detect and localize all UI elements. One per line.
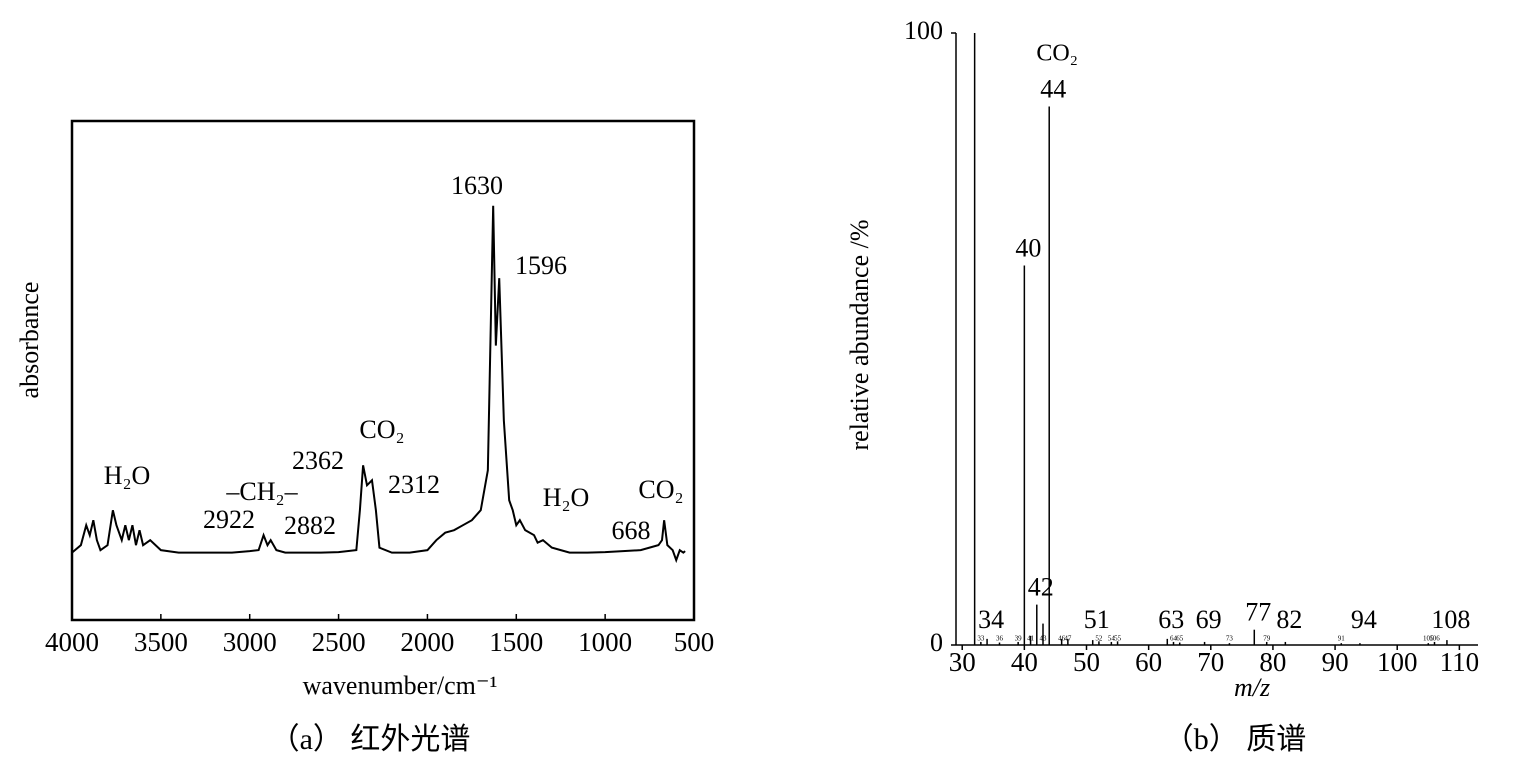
peak-annotation: H₂O [104,461,151,490]
minor-peak-label: 91 [1338,635,1346,643]
x-tick-label: 90 [1322,647,1349,677]
spectrum-line [71,205,686,564]
caption: （a） 红外光谱 [270,723,471,756]
peak-label: 82 [1276,605,1302,634]
y-tick-label: 100 [904,16,943,45]
x-tick-label: 40 [1011,647,1038,677]
x-tick-label: 80 [1259,647,1286,677]
minor-peak-label: 105 [1423,635,1434,643]
peak-label: 63 [1158,605,1184,634]
peak-annotation: 1630 [451,171,503,200]
peak-label: 69 [1196,605,1222,634]
peak-annotation: 2882 [284,511,336,540]
minor-peak-label: 106 [1429,635,1440,643]
y-tick-label: 0 [930,628,943,657]
plot-frame [70,119,696,622]
x-axis-label: m/z [1234,673,1270,702]
peak-label: 34 [978,605,1004,634]
minor-peak-label: 54 [1108,635,1116,643]
minor-peak-label: 33 [977,635,985,643]
x-tick-label: 2500 [312,627,366,657]
peak-annotation: 2312 [388,470,440,499]
minor-peak-label: 79 [1263,635,1271,643]
peak-label: 51 [1084,605,1110,634]
x-tick-label: 1500 [489,627,543,657]
minor-peak-label: 55 [1114,635,1122,643]
minor-peak-label: 65 [1176,635,1184,643]
x-tick-label: 3000 [223,627,277,657]
minor-peak-label: 43 [1040,635,1048,643]
x-tick-label: 60 [1135,647,1162,677]
co2-annotation: CO₂ [1036,41,1078,67]
y-axis-label: relative abundance /% [845,220,874,451]
minor-peak-label: 73 [1226,635,1234,643]
x-tick-label: 3500 [134,627,188,657]
peak-annotation: 2362 [292,446,344,475]
peak-label: 44 [1040,74,1066,103]
y-axis-label: absorbance [15,282,44,399]
peak-annotation: –CH₂– [225,477,298,506]
peak-annotation: 668 [612,516,651,545]
caption: （b） 质谱 [1164,723,1307,756]
x-tick-label: 2000 [400,627,454,657]
peak-label: 94 [1351,605,1377,634]
x-tick-label: 100 [1377,647,1418,677]
x-tick-label: 110 [1440,647,1480,677]
peak-annotation: CO₂ [359,415,404,444]
peak-annotation: 2922 [203,505,255,534]
peak-annotation: H₂O [543,483,590,512]
minor-peak-label: 36 [996,635,1004,643]
minor-peak-label: 64 [1170,635,1178,643]
x-tick-label: 70 [1197,647,1224,677]
minor-peak-label: 46 [1058,635,1066,643]
peak-annotation: CO₂ [638,475,683,504]
x-tick-label: 500 [674,627,715,657]
minor-peak-label: 39 [1015,635,1023,643]
peak-label: 40 [1015,234,1041,263]
peak-label: 77 [1245,598,1271,627]
x-tick-label: 1000 [578,627,632,657]
minor-peak-label: 41 [1027,635,1035,643]
x-axis-label: wavenumber/cm⁻¹ [303,671,498,700]
x-tick-label: 30 [949,647,976,677]
minor-peak-label: 47 [1064,635,1072,643]
x-tick-label: 50 [1073,647,1100,677]
x-tick-label: 4000 [45,627,99,657]
peak-annotation: 1596 [515,251,567,280]
minor-peak-label: 52 [1095,635,1103,643]
peak-label: 108 [1431,605,1470,634]
